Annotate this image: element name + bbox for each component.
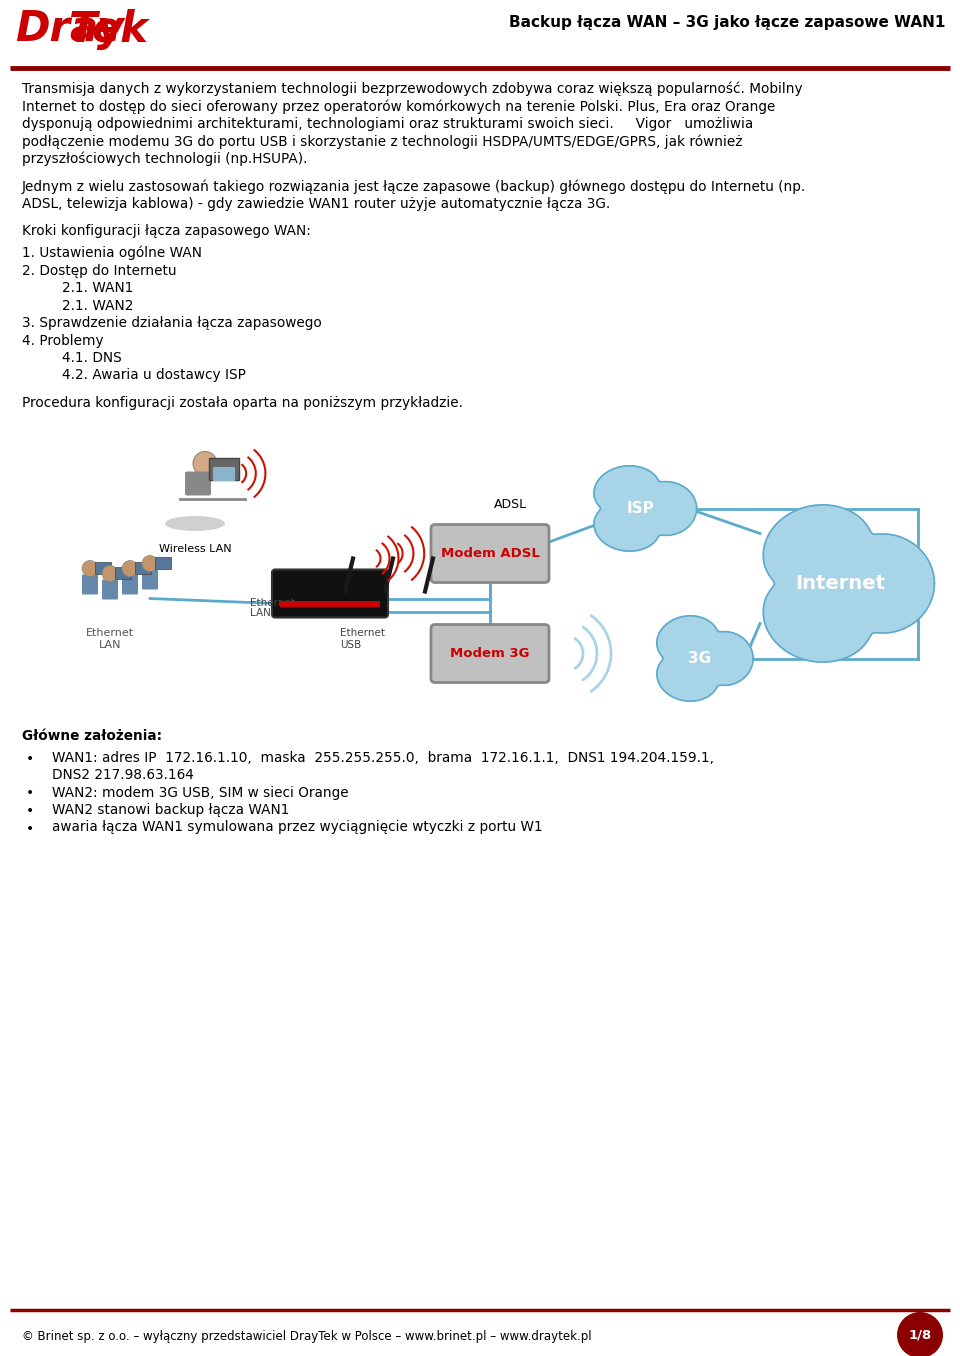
FancyBboxPatch shape (95, 561, 111, 574)
Text: Ethernet: Ethernet (340, 628, 385, 639)
FancyBboxPatch shape (272, 570, 388, 617)
FancyBboxPatch shape (185, 472, 211, 495)
Text: przyszłościowych technologii (np.HSUPA).: przyszłościowych technologii (np.HSUPA). (22, 152, 307, 167)
Text: Tek: Tek (69, 8, 148, 50)
Text: Transmisja danych z wykorzystaniem technologii bezprzewodowych zdobywa coraz wię: Transmisja danych z wykorzystaniem techn… (22, 81, 803, 96)
Text: 3. Sprawdzenie działania łącza zapasowego: 3. Sprawdzenie działania łącza zapasoweg… (22, 316, 322, 330)
FancyBboxPatch shape (155, 556, 171, 568)
FancyBboxPatch shape (431, 525, 549, 583)
Text: •: • (26, 822, 35, 835)
Text: 1. Ustawienia ogólne WAN: 1. Ustawienia ogólne WAN (22, 245, 202, 260)
FancyBboxPatch shape (102, 579, 118, 599)
Text: 2.1. WAN2: 2.1. WAN2 (62, 298, 133, 312)
Text: Modem ADSL: Modem ADSL (441, 546, 540, 560)
Text: Dray: Dray (15, 8, 124, 50)
Polygon shape (657, 616, 753, 701)
Text: 4.1. DNS: 4.1. DNS (62, 351, 122, 365)
Text: Wireless LAN: Wireless LAN (158, 544, 231, 553)
FancyBboxPatch shape (135, 561, 151, 574)
Circle shape (193, 452, 217, 476)
Text: WAN2 stanowi backup łącza WAN1: WAN2 stanowi backup łącza WAN1 (52, 803, 289, 818)
Text: •: • (26, 786, 35, 800)
Text: •: • (26, 804, 35, 818)
FancyBboxPatch shape (122, 575, 138, 594)
Text: DNS2 217.98.63.164: DNS2 217.98.63.164 (52, 767, 194, 782)
Text: 4. Problemy: 4. Problemy (22, 334, 104, 347)
Text: Ethernet: Ethernet (250, 598, 295, 609)
FancyBboxPatch shape (431, 625, 549, 682)
Text: Internet to dostęp do sieci oferowany przez operatorów komórkowych na terenie Po: Internet to dostęp do sieci oferowany pr… (22, 99, 776, 114)
Circle shape (897, 1313, 943, 1356)
Text: Procedura konfiguracji została oparta na poniższym przykładzie.: Procedura konfiguracji została oparta na… (22, 396, 463, 410)
Text: awaria łącza WAN1 symulowana przez wyciągnięcie wtyczki z portu W1: awaria łącza WAN1 symulowana przez wycią… (52, 820, 542, 834)
Text: WAN2: modem 3G USB, SIM w sieci Orange: WAN2: modem 3G USB, SIM w sieci Orange (52, 785, 348, 800)
Polygon shape (594, 466, 697, 551)
FancyBboxPatch shape (82, 575, 98, 594)
Text: dysponują odpowiednimi architekturami, technologiami oraz strukturami swoich sie: dysponują odpowiednimi architekturami, t… (22, 117, 754, 132)
Text: podłączenie modemu 3G do portu USB i skorzystanie z technologii HSDPA/UMTS/EDGE/: podłączenie modemu 3G do portu USB i sko… (22, 134, 742, 149)
FancyBboxPatch shape (213, 466, 235, 480)
Text: Backup łącza WAN – 3G jako łącze zapasowe WAN1: Backup łącza WAN – 3G jako łącze zapasow… (509, 15, 945, 30)
Text: •: • (26, 751, 35, 766)
Text: Modem 3G: Modem 3G (450, 647, 530, 660)
Text: 1/8: 1/8 (908, 1329, 931, 1341)
FancyBboxPatch shape (115, 567, 131, 579)
Text: Internet: Internet (795, 574, 885, 593)
Ellipse shape (165, 517, 225, 532)
Text: 2. Dostęp do Internetu: 2. Dostęp do Internetu (22, 263, 177, 278)
Text: USB: USB (340, 640, 361, 651)
Text: Jednym z wielu zastosowań takiego rozwiązania jest łącze zapasowe (backup) główn: Jednym z wielu zastosowań takiego rozwią… (22, 179, 806, 194)
Text: 3G: 3G (688, 651, 711, 666)
Circle shape (142, 556, 158, 571)
Text: ADSL, telewizja kablowa) - gdy zawiedzie WAN1 router użyje automatycznie łącza 3: ADSL, telewizja kablowa) - gdy zawiedzie… (22, 197, 611, 212)
Text: 2.1. WAN1: 2.1. WAN1 (62, 281, 133, 296)
Text: ISP: ISP (626, 500, 654, 517)
Circle shape (122, 560, 138, 576)
Text: © Brinet sp. z o.o. – wyłączny przedstawiciel DrayTek w Polsce – www.brinet.pl –: © Brinet sp. z o.o. – wyłączny przedstaw… (22, 1330, 591, 1342)
Text: 4.2. Awaria u dostawcy ISP: 4.2. Awaria u dostawcy ISP (62, 369, 246, 382)
Text: LAN: LAN (250, 609, 271, 618)
FancyBboxPatch shape (280, 601, 380, 606)
Text: Główne założenia:: Główne założenia: (22, 728, 162, 743)
Circle shape (102, 565, 118, 582)
Text: WAN1: adres IP  172.16.1.10,  maska  255.255.255.0,  brama  172.16.1.1,  DNS1 19: WAN1: adres IP 172.16.1.10, maska 255.25… (52, 750, 714, 765)
Text: ADSL: ADSL (493, 499, 527, 511)
Circle shape (82, 560, 98, 576)
FancyBboxPatch shape (209, 457, 239, 480)
FancyBboxPatch shape (142, 570, 158, 590)
Text: Kroki konfiguracji łącza zapasowego WAN:: Kroki konfiguracji łącza zapasowego WAN: (22, 225, 311, 239)
Text: Ethernet
LAN: Ethernet LAN (86, 628, 134, 650)
Polygon shape (763, 504, 934, 662)
